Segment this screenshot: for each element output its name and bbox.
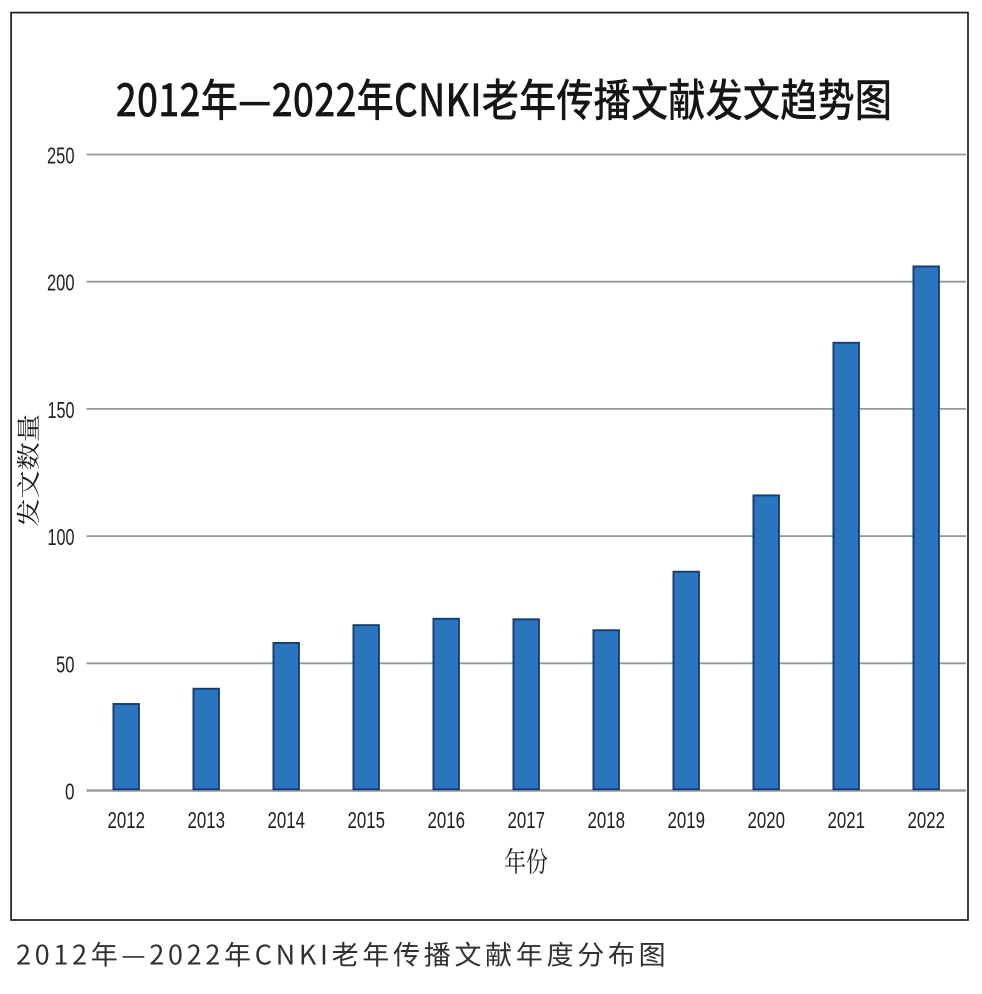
svg-text:2022: 2022 (907, 807, 945, 833)
svg-text:100: 100 (48, 524, 75, 550)
svg-text:250: 250 (47, 143, 75, 169)
svg-text:2013: 2013 (187, 807, 225, 833)
svg-text:0: 0 (65, 779, 75, 805)
svg-text:2021: 2021 (827, 807, 865, 833)
svg-text:2014: 2014 (267, 807, 305, 833)
svg-text:2015: 2015 (347, 807, 385, 833)
svg-text:50: 50 (56, 651, 75, 677)
svg-text:2017: 2017 (507, 807, 545, 833)
svg-text:2019: 2019 (667, 807, 705, 833)
svg-text:2020: 2020 (747, 807, 785, 833)
svg-text:2018: 2018 (587, 807, 625, 833)
svg-text:2012: 2012 (107, 807, 145, 833)
svg-text:2016: 2016 (427, 807, 465, 833)
svg-text:150: 150 (48, 397, 75, 423)
svg-text:200: 200 (47, 270, 75, 296)
